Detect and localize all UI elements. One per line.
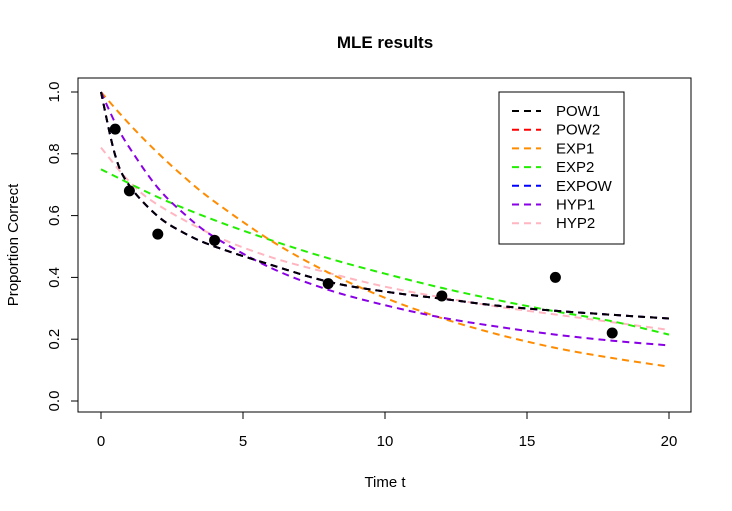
data-point [606, 327, 618, 339]
y-axis-label: Proportion Correct [5, 183, 22, 306]
legend-label-hyp1: HYP1 [556, 197, 595, 214]
x-tick-label: 20 [661, 433, 678, 450]
series-line-exp2 [100, 168, 670, 336]
data-point [209, 234, 221, 246]
y-tick-label: 0.4 [46, 267, 63, 288]
data-point [549, 271, 561, 283]
legend-label-pow2: POW2 [556, 122, 600, 139]
y-tick-label: 0.2 [46, 329, 63, 350]
legend-label-pow1: POW1 [556, 103, 600, 120]
x-tick-label: 10 [377, 433, 394, 450]
series-line-exp1 [100, 91, 670, 368]
data-point [322, 278, 334, 290]
y-axis: 0.0 0.2 0.4 0.6 0.8 1.0 [46, 82, 79, 412]
legend-label-hyp2: HYP2 [556, 215, 595, 232]
y-tick-label: 0.8 [46, 143, 63, 164]
x-axis: 0 5 10 15 20 [97, 411, 678, 450]
y-tick-label: 1.0 [46, 82, 63, 103]
data-point [109, 123, 121, 135]
legend-box [498, 91, 625, 245]
legend-label-exp2: EXP2 [556, 159, 594, 176]
series-line-hyp2 [100, 146, 670, 331]
y-tick-label: 0.0 [46, 391, 63, 412]
x-axis-label: Time t [364, 474, 406, 491]
chart-title: MLE results [337, 33, 433, 52]
data-point [436, 290, 448, 302]
observed-points [109, 123, 618, 339]
y-tick-label: 0.6 [46, 205, 63, 226]
data-point [123, 185, 135, 197]
legend-label-expow: EXPOW [556, 178, 613, 195]
legend-label-exp1: EXP1 [556, 140, 594, 157]
series-line-hyp1 [100, 91, 670, 347]
data-point [152, 228, 164, 240]
x-tick-label: 15 [519, 433, 536, 450]
x-tick-label: 0 [97, 433, 105, 450]
x-tick-label: 5 [239, 433, 247, 450]
